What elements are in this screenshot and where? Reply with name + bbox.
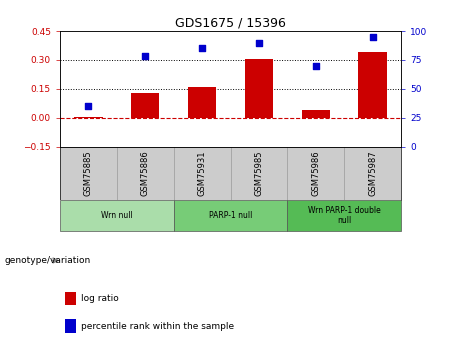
Bar [287,200,401,231]
Text: GSM75886: GSM75886 [141,150,150,196]
Bar [131,93,160,118]
Text: GSM75985: GSM75985 [254,151,263,196]
Point [312,63,319,68]
Text: Wrn null: Wrn null [101,211,133,220]
Bar [60,200,174,231]
Point [255,40,263,45]
Title: GDS1675 / 15396: GDS1675 / 15396 [175,17,286,30]
Point [142,54,149,59]
Text: log ratio: log ratio [81,294,118,303]
Bar [245,59,273,118]
Bar [358,52,387,118]
Text: GSM75885: GSM75885 [84,150,93,196]
Bar [301,110,330,118]
Point [198,46,206,51]
Text: PARP-1 null: PARP-1 null [209,211,252,220]
Bar [74,117,102,118]
Text: GSM75986: GSM75986 [311,150,320,196]
Text: GSM75931: GSM75931 [198,151,207,196]
Text: genotype/variation: genotype/variation [5,256,91,265]
Text: percentile rank within the sample: percentile rank within the sample [81,322,234,331]
Point [85,104,92,109]
Bar [188,87,216,118]
Text: GSM75987: GSM75987 [368,150,377,196]
Point [369,34,376,40]
Bar [174,200,287,231]
Text: Wrn PARP-1 double
null: Wrn PARP-1 double null [308,206,381,225]
